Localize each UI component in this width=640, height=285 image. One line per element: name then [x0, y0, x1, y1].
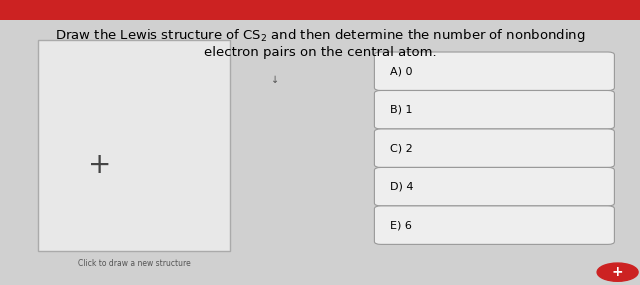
- Text: B) 1: B) 1: [390, 105, 413, 115]
- Text: ↓: ↓: [271, 75, 279, 85]
- Text: +: +: [612, 265, 623, 279]
- Bar: [0, 0, 640, 20]
- Text: D) 4: D) 4: [390, 182, 414, 192]
- Text: C) 2: C) 2: [390, 143, 413, 153]
- FancyBboxPatch shape: [374, 129, 614, 167]
- Text: A) 0: A) 0: [390, 66, 413, 76]
- Text: Draw the Lewis structure of CS$_2$ and then determine the number of nonbonding: Draw the Lewis structure of CS$_2$ and t…: [55, 27, 585, 44]
- Text: +: +: [88, 151, 111, 179]
- FancyBboxPatch shape: [374, 167, 614, 206]
- FancyBboxPatch shape: [374, 206, 614, 245]
- FancyBboxPatch shape: [38, 40, 230, 251]
- FancyBboxPatch shape: [374, 52, 614, 91]
- Circle shape: [597, 263, 638, 281]
- Text: Click to draw a new structure: Click to draw a new structure: [78, 259, 191, 268]
- Text: E) 6: E) 6: [390, 220, 412, 230]
- Text: electron pairs on the central atom.: electron pairs on the central atom.: [204, 46, 436, 59]
- FancyBboxPatch shape: [374, 91, 614, 129]
